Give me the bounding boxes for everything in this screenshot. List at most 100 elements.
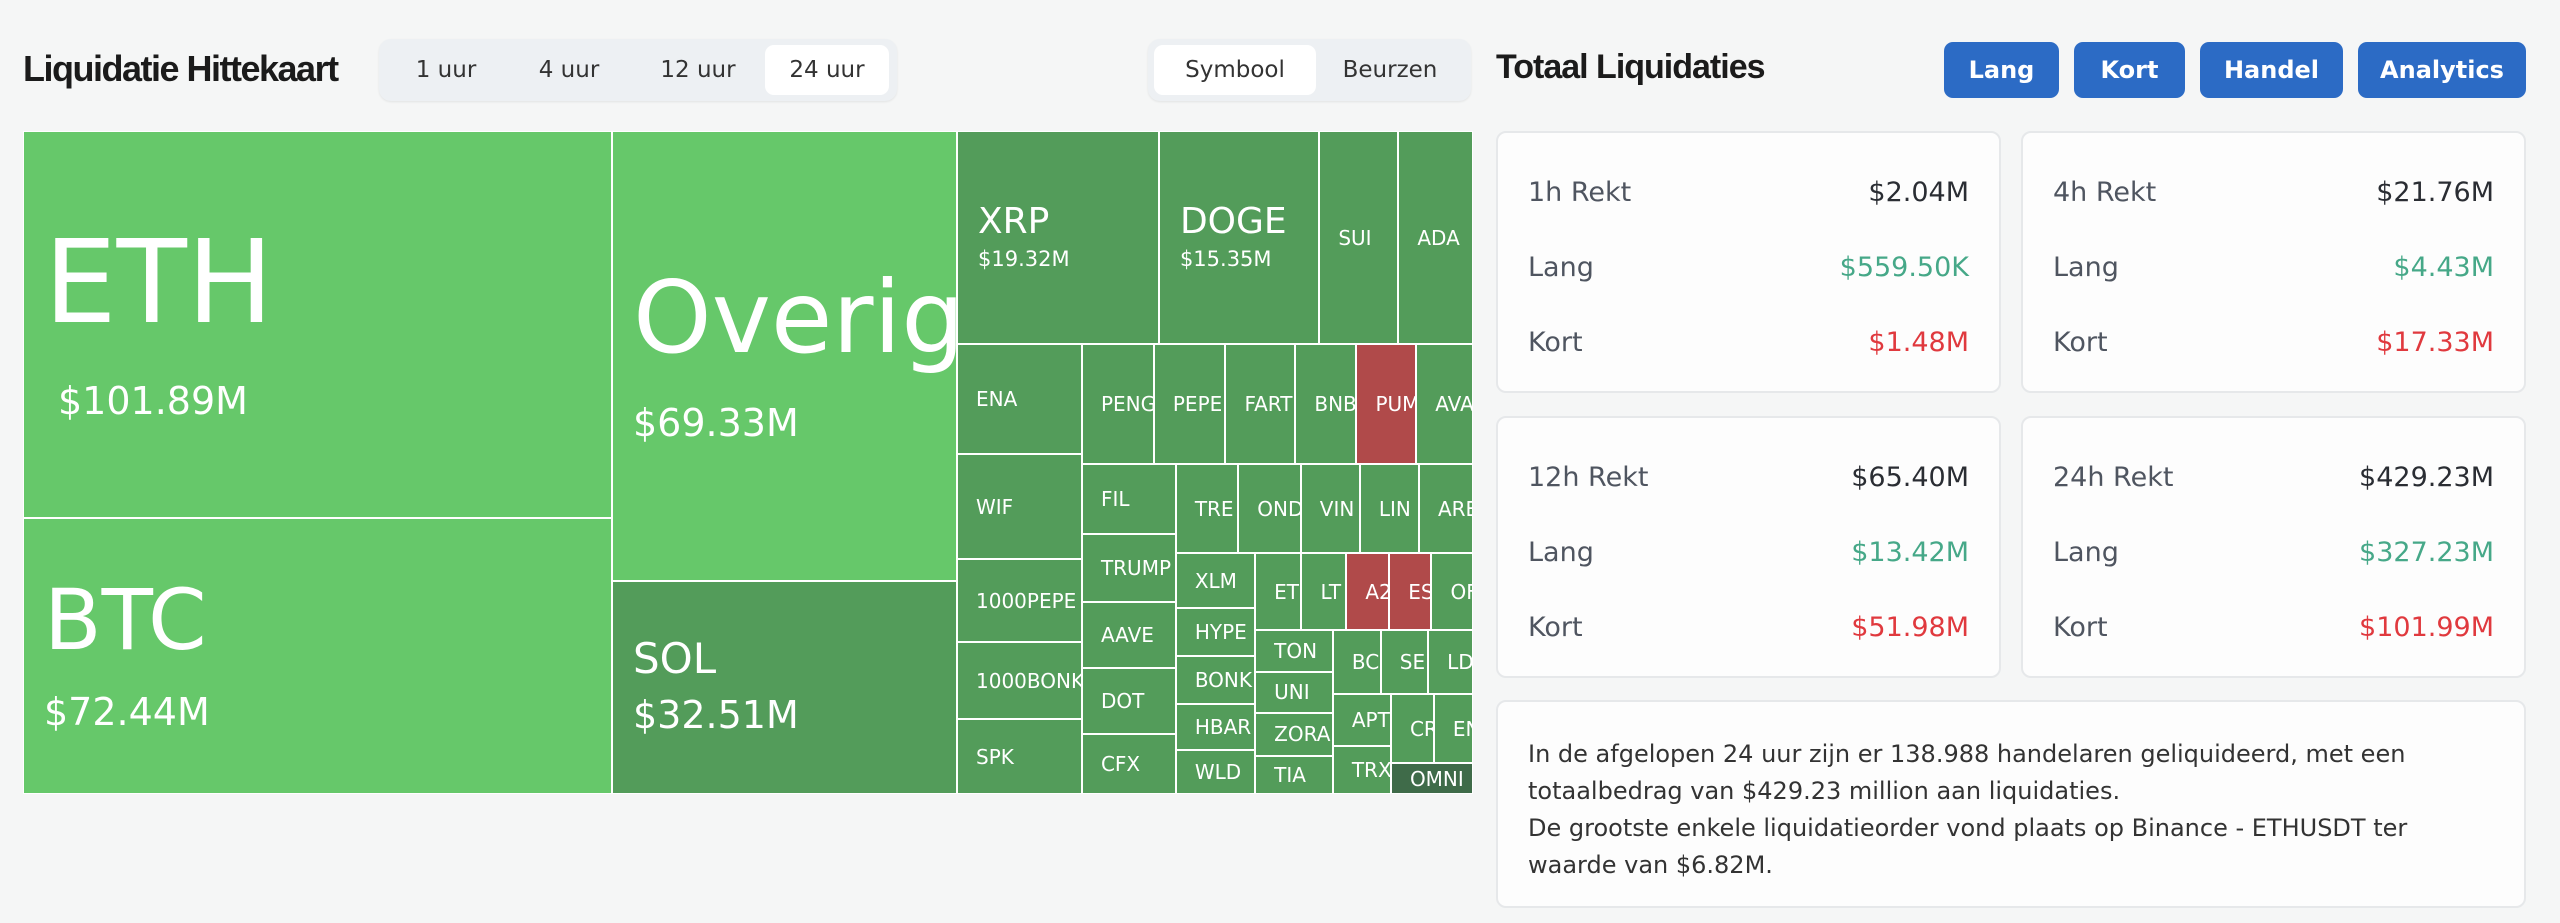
heatmap-tile[interactable]: BNB	[1295, 344, 1357, 464]
tile-symbol: SPK	[976, 744, 1014, 769]
tile-symbol: OF	[1450, 579, 1472, 604]
heatmap-tile[interactable]: AVA	[1416, 344, 1473, 464]
heatmap-tile[interactable]: 1000BONK	[957, 642, 1082, 720]
tile-symbol: SOL	[633, 634, 717, 684]
heatmap-tile[interactable]: UNI	[1255, 671, 1333, 714]
heatmap-tile[interactable]: 1000PEPE	[957, 559, 1082, 642]
kort-button[interactable]: Kort	[2074, 42, 2185, 98]
heatmap-tile[interactable]: TRX	[1332, 745, 1391, 794]
heatmap-tile[interactable]: FART	[1225, 344, 1296, 464]
heatmap-tile[interactable]: BC	[1332, 629, 1381, 695]
heatmap-tile[interactable]: TRUMP	[1081, 533, 1176, 602]
tile-symbol: BONK	[1194, 668, 1252, 693]
tile-symbol: 1000BONK	[976, 668, 1082, 693]
heatmap-tile[interactable]: SOL $32.51M	[612, 581, 957, 794]
rekt-row: 12h Rekt $65.40M	[1528, 462, 1969, 493]
tab-1-uur[interactable]: 1 uur	[415, 57, 477, 83]
heatmap-tile[interactable]: ARE	[1418, 463, 1473, 554]
heatmap-tile[interactable]: SPK	[957, 719, 1082, 794]
heatmap-tile[interactable]: LD	[1428, 629, 1473, 695]
heatmap-tile[interactable]: LIN	[1359, 463, 1419, 554]
tab-symbool[interactable]: Symbool	[1154, 45, 1316, 95]
heatmap-tile[interactable]: DOT	[1081, 668, 1176, 734]
heatmap-tile[interactable]: HYPE	[1175, 607, 1256, 657]
heatmap-tile[interactable]: TON	[1255, 629, 1333, 672]
rekt-card: 4h Rekt $21.76M Lang $4.43M Kort $17.33M	[2021, 131, 2526, 393]
heatmap-tile[interactable]: TRE	[1175, 463, 1239, 554]
rekt-row-value: $101.99M	[2359, 612, 2494, 643]
tile-symbol: UNI	[1274, 680, 1310, 705]
heatmap-tile[interactable]: OMNI	[1390, 763, 1473, 794]
heatmap-tile[interactable]: PUM	[1356, 344, 1417, 464]
analytics-button[interactable]: Analytics	[2358, 42, 2526, 98]
tile-symbol: ARE	[1437, 496, 1472, 521]
heatmap-tile[interactable]: LT	[1301, 553, 1347, 630]
tile-symbol: SUI	[1338, 225, 1372, 250]
rekt-row-label: Lang	[1528, 252, 1594, 283]
heatmap-tile[interactable]: ZORA	[1255, 713, 1333, 756]
heatmap-tile[interactable]: FIL	[1081, 463, 1176, 534]
tile-value: $15.35M	[1179, 247, 1272, 272]
rekt-row-label: Kort	[2053, 327, 2108, 358]
tile-symbol: VIN	[1319, 496, 1355, 521]
heatmap-tile[interactable]: SUI	[1319, 131, 1399, 345]
tile-symbol: XRP	[978, 201, 1050, 243]
tile-symbol: WLD	[1194, 759, 1242, 784]
rekt-row: Kort $101.99M	[2053, 612, 2494, 643]
heatmap-tile[interactable]: APT	[1332, 694, 1391, 746]
rekt-row: Lang $559.50K	[1528, 252, 1969, 283]
heatmap-tile[interactable]: ENA	[957, 344, 1082, 455]
tile-symbol: 1000PEPE	[976, 588, 1077, 613]
tile-value: $32.51M	[633, 692, 799, 737]
tile-symbol: XLM	[1194, 568, 1237, 593]
tile-symbol: LT	[1320, 579, 1342, 604]
rekt-row-label: Kort	[1528, 612, 1583, 643]
handel-button[interactable]: Handel	[2200, 42, 2343, 98]
heatmap-tile[interactable]: PENG	[1081, 344, 1154, 464]
heatmap-tile[interactable]: OND	[1238, 463, 1301, 554]
heatmap-tile[interactable]: ETH $101.89M	[23, 131, 612, 518]
heatmap-tile[interactable]: HBAR	[1175, 704, 1256, 750]
rekt-row-label: Kort	[2053, 612, 2108, 643]
tile-symbol: DOT	[1100, 688, 1145, 713]
heatmap-tile[interactable]: CFX	[1081, 733, 1176, 794]
tile-symbol: OMNI	[1409, 766, 1464, 791]
rekt-row-value: $13.42M	[1851, 537, 1969, 568]
rekt-row: 1h Rekt $2.04M	[1528, 177, 1969, 208]
heatmap-tile[interactable]: ET	[1255, 553, 1302, 630]
heatmap-tile[interactable]: XRP $19.32M	[957, 131, 1159, 345]
heatmap-tile[interactable]: ADA	[1398, 131, 1473, 345]
tab-4-uur[interactable]: 4 uur	[538, 57, 600, 83]
heatmap-tile[interactable]: XLM	[1175, 553, 1256, 608]
tab-12-uur[interactable]: 12 uur	[660, 57, 736, 83]
rekt-row-value: $4.43M	[2393, 252, 2494, 283]
rekt-row-label: Lang	[2053, 537, 2119, 568]
tab-24-uur[interactable]: 24 uur	[765, 45, 889, 95]
tile-symbol: Overige	[633, 258, 956, 376]
heatmap-tile[interactable]: TIA	[1255, 755, 1333, 794]
heatmap-tile[interactable]: Overige $69.33M	[612, 131, 957, 581]
heatmap-tile[interactable]: OF	[1431, 553, 1473, 630]
heatmap-tile[interactable]: ES	[1389, 553, 1432, 630]
tile-symbol: ZORA	[1274, 722, 1331, 747]
heatmap-tile[interactable]: SE	[1380, 629, 1429, 695]
tile-symbol: BC	[1351, 650, 1380, 675]
heatmap-tile[interactable]: EN	[1433, 694, 1473, 764]
tile-symbol: ES	[1408, 579, 1432, 604]
heatmap-tile[interactable]: PEPE	[1153, 344, 1226, 464]
heatmap-tile[interactable]: DOGE $15.35M	[1158, 131, 1320, 345]
rekt-row-label: Lang	[2053, 252, 2119, 283]
heatmap-tile[interactable]: WLD	[1175, 749, 1256, 794]
heatmap-tile[interactable]: AAVE	[1081, 601, 1176, 669]
heatmap-tile[interactable]: BTC $72.44M	[23, 518, 612, 794]
heatmap-tile[interactable]: BONK	[1175, 656, 1256, 704]
tab-beurzen[interactable]: Beurzen	[1342, 57, 1438, 83]
rekt-row: Lang $4.43M	[2053, 252, 2494, 283]
heatmap-tile[interactable]: CR	[1390, 694, 1434, 764]
heatmap-tile[interactable]: VIN	[1300, 463, 1360, 554]
rekt-card: 12h Rekt $65.40M Lang $13.42M Kort $51.98M	[1496, 416, 2001, 678]
heatmap-tile[interactable]: WIF	[957, 454, 1082, 559]
tile-value: $19.32M	[978, 247, 1070, 272]
heatmap-tile[interactable]: A2	[1346, 553, 1390, 630]
lang-button[interactable]: Lang	[1944, 42, 2059, 98]
